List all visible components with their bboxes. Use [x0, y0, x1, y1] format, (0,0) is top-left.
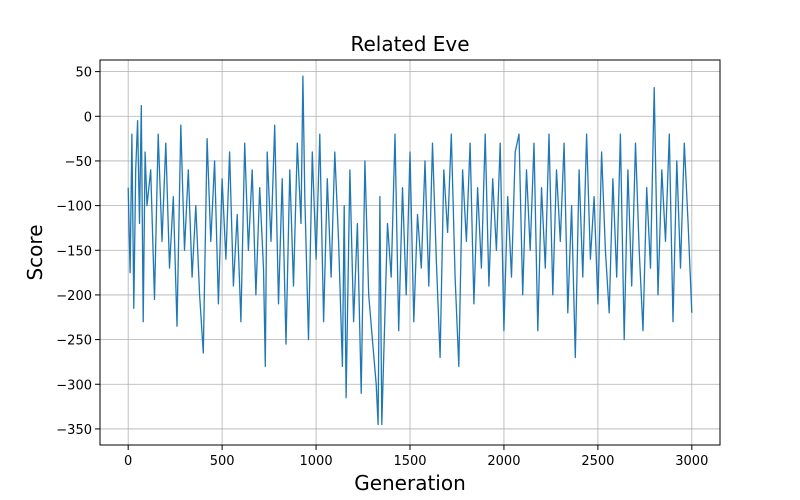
chart-title: Related Eve — [350, 32, 469, 56]
y-tick-label: 0 — [84, 110, 92, 125]
y-tick-label: −50 — [65, 155, 92, 170]
y-tick-label: −350 — [56, 423, 92, 438]
x-axis-label: Generation — [354, 471, 466, 495]
x-tick-label: 500 — [210, 454, 235, 469]
y-tick-label: −100 — [56, 200, 92, 215]
x-tick-label: 3000 — [675, 454, 708, 469]
x-tick-label: 1000 — [300, 454, 333, 469]
x-tick-label: 0 — [124, 454, 132, 469]
series-layer — [127, 75, 693, 426]
x-tick-label: 2000 — [487, 454, 520, 469]
y-axis-label: Score — [23, 224, 47, 280]
y-tick-label: −250 — [56, 334, 92, 349]
x-tick-label: 1500 — [393, 454, 426, 469]
y-tick-label: −200 — [56, 289, 92, 304]
y-tick-label: 50 — [75, 66, 92, 81]
x-tick-label: 2500 — [581, 454, 614, 469]
y-tick-label: −150 — [56, 244, 92, 259]
series-line-0 — [127, 75, 693, 426]
y-tick-label: −300 — [56, 378, 92, 393]
axis-ticks: 0 500 1000 1500 2000 2500 3000500−50−100−150−2… — [56, 66, 708, 469]
